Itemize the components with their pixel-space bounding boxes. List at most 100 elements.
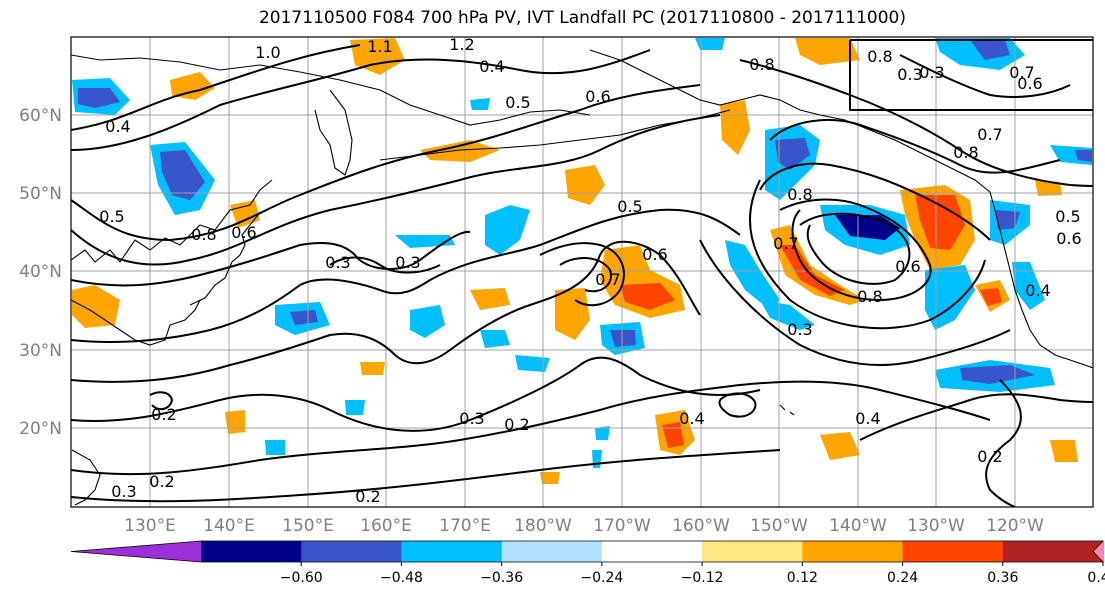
positive-anomaly-patch [565, 165, 605, 205]
negative-anomaly-patch [775, 138, 810, 170]
pv-contour [71, 208, 741, 343]
colorbar-tick-label: 0.36 [987, 570, 1018, 586]
contour-label: 0.8 [857, 287, 882, 306]
contour-label: 0.2 [977, 447, 1002, 466]
positive-anomaly-patch [555, 288, 590, 340]
pv-contour [71, 114, 721, 266]
positive-anomaly-patch [470, 288, 510, 310]
positive-anomaly-patch [225, 410, 245, 434]
graticule [71, 37, 1093, 507]
positive-anomaly-patch [1050, 440, 1078, 462]
contour-label: 0.3 [897, 65, 922, 84]
negative-anomaly-patch [485, 205, 530, 255]
longitude-labels: 130°E 140°E 150°E 160°E 170°E 180°W 170°W 160°W… [124, 516, 1044, 536]
colorbar-extend-low [71, 541, 201, 562]
negative-anomaly-patch [265, 440, 285, 455]
negative-anomaly-patch [290, 310, 318, 325]
longitude-label: 170°E [439, 516, 491, 536]
pv-contour [559, 257, 612, 293]
pv-contour [769, 119, 1061, 174]
contour-label: 0.6 [585, 87, 610, 106]
pv-contour [71, 449, 781, 503]
pv-contour [899, 54, 1071, 98]
contour-label: 0.6 [1056, 229, 1081, 248]
positive-anomaly-patch [420, 140, 500, 162]
colorbar-extend-high [1093, 541, 1103, 562]
contour-label: 0.4 [855, 409, 880, 428]
pv-contour [799, 212, 911, 285]
coastline-japan [189, 214, 259, 306]
contour-label: 0.6 [895, 257, 920, 276]
contour-label: 0.5 [505, 93, 530, 112]
contour-label: 1.1 [367, 37, 392, 56]
contour-label: 0.8 [867, 47, 892, 66]
colorbar-tick-label: −0.36 [480, 570, 523, 586]
negative-anomaly-patch [610, 330, 636, 347]
contour-label: 0.7 [1009, 63, 1034, 82]
contour-label: 0.3 [111, 482, 136, 501]
contour-label: 0.2 [149, 472, 174, 491]
pv-contour [71, 49, 651, 151]
negative-anomaly-patch [925, 265, 975, 330]
negative-anomaly-patch [410, 305, 445, 338]
positive-anomaly-patch [170, 72, 215, 100]
colorbar-bin [1002, 541, 1104, 562]
positive-anomaly-patch [1035, 180, 1062, 196]
latitude-label: 20°N [19, 419, 62, 439]
colorbar-bin [802, 541, 904, 562]
contour-label: 0.7 [773, 234, 798, 253]
pv-contours [71, 39, 1093, 507]
pv-shading [72, 38, 1092, 484]
positive-anomaly-patch [620, 283, 675, 310]
coastline-alaska [589, 49, 991, 193]
negative-anomaly-patch [78, 88, 120, 108]
colorbar: −0.60 −0.48 −0.36 −0.24 −0.12 0.12 0.24 0.36 0.4… [70, 540, 1105, 586]
colorbar-tick-label: 0.24 [887, 570, 918, 586]
negative-anomaly-patch [1075, 150, 1092, 162]
contour-label: 0.8 [191, 225, 216, 244]
negative-anomaly-patch [470, 98, 490, 110]
colorbar-bin [301, 541, 402, 562]
map-title: 2017110500 F084 700 hPa PV, IVT Landfall… [258, 8, 906, 28]
contour-label: 0.8 [749, 55, 774, 74]
positive-anomaly-patch [360, 362, 385, 375]
latitude-label: 40°N [19, 262, 62, 282]
longitude-label: 120°W [986, 516, 1044, 536]
longitude-label: 140°E [203, 516, 255, 536]
pv-contour [985, 379, 1022, 507]
pv-contour [849, 39, 1093, 111]
longitude-label: 170°W [593, 516, 651, 536]
pv-contour [71, 240, 701, 383]
negative-anomaly-patch [960, 365, 1035, 384]
contour-label: 0.4 [1025, 281, 1050, 300]
longitude-label: 180°W [514, 516, 572, 536]
contour-label: 0.2 [151, 405, 176, 424]
negative-anomaly-patch [345, 400, 365, 415]
pv-contour [859, 393, 1093, 441]
contour-label: 0.4 [479, 57, 504, 76]
contour-label: 0.3 [325, 253, 350, 272]
pv-contour [699, 239, 1011, 366]
latitude-label: 60°N [19, 106, 62, 126]
coastlines [71, 49, 1093, 506]
coastline-north-america [989, 191, 1093, 369]
positive-anomaly-patch [820, 432, 860, 460]
contour-label: 0.6 [231, 223, 256, 242]
latitude-label: 50°N [19, 184, 62, 204]
pv-contour [149, 391, 174, 411]
pv-contour [749, 179, 986, 330]
pv-contour [539, 242, 625, 307]
contour-label: 0.4 [679, 409, 704, 428]
negative-anomaly-patch [480, 330, 510, 348]
contour-label: 0.5 [1055, 207, 1080, 226]
contour-label: 1.0 [255, 43, 280, 62]
colorbar-bin [601, 541, 703, 562]
colorbar-bin [702, 541, 803, 562]
map-frame [70, 36, 1094, 508]
pv-contour [329, 256, 441, 274]
contour-label: 0.3 [459, 409, 484, 428]
negative-anomaly-patch [970, 40, 1010, 60]
negative-anomaly-patch [725, 240, 780, 310]
colorbar-tick-label: 0.12 [787, 570, 818, 586]
